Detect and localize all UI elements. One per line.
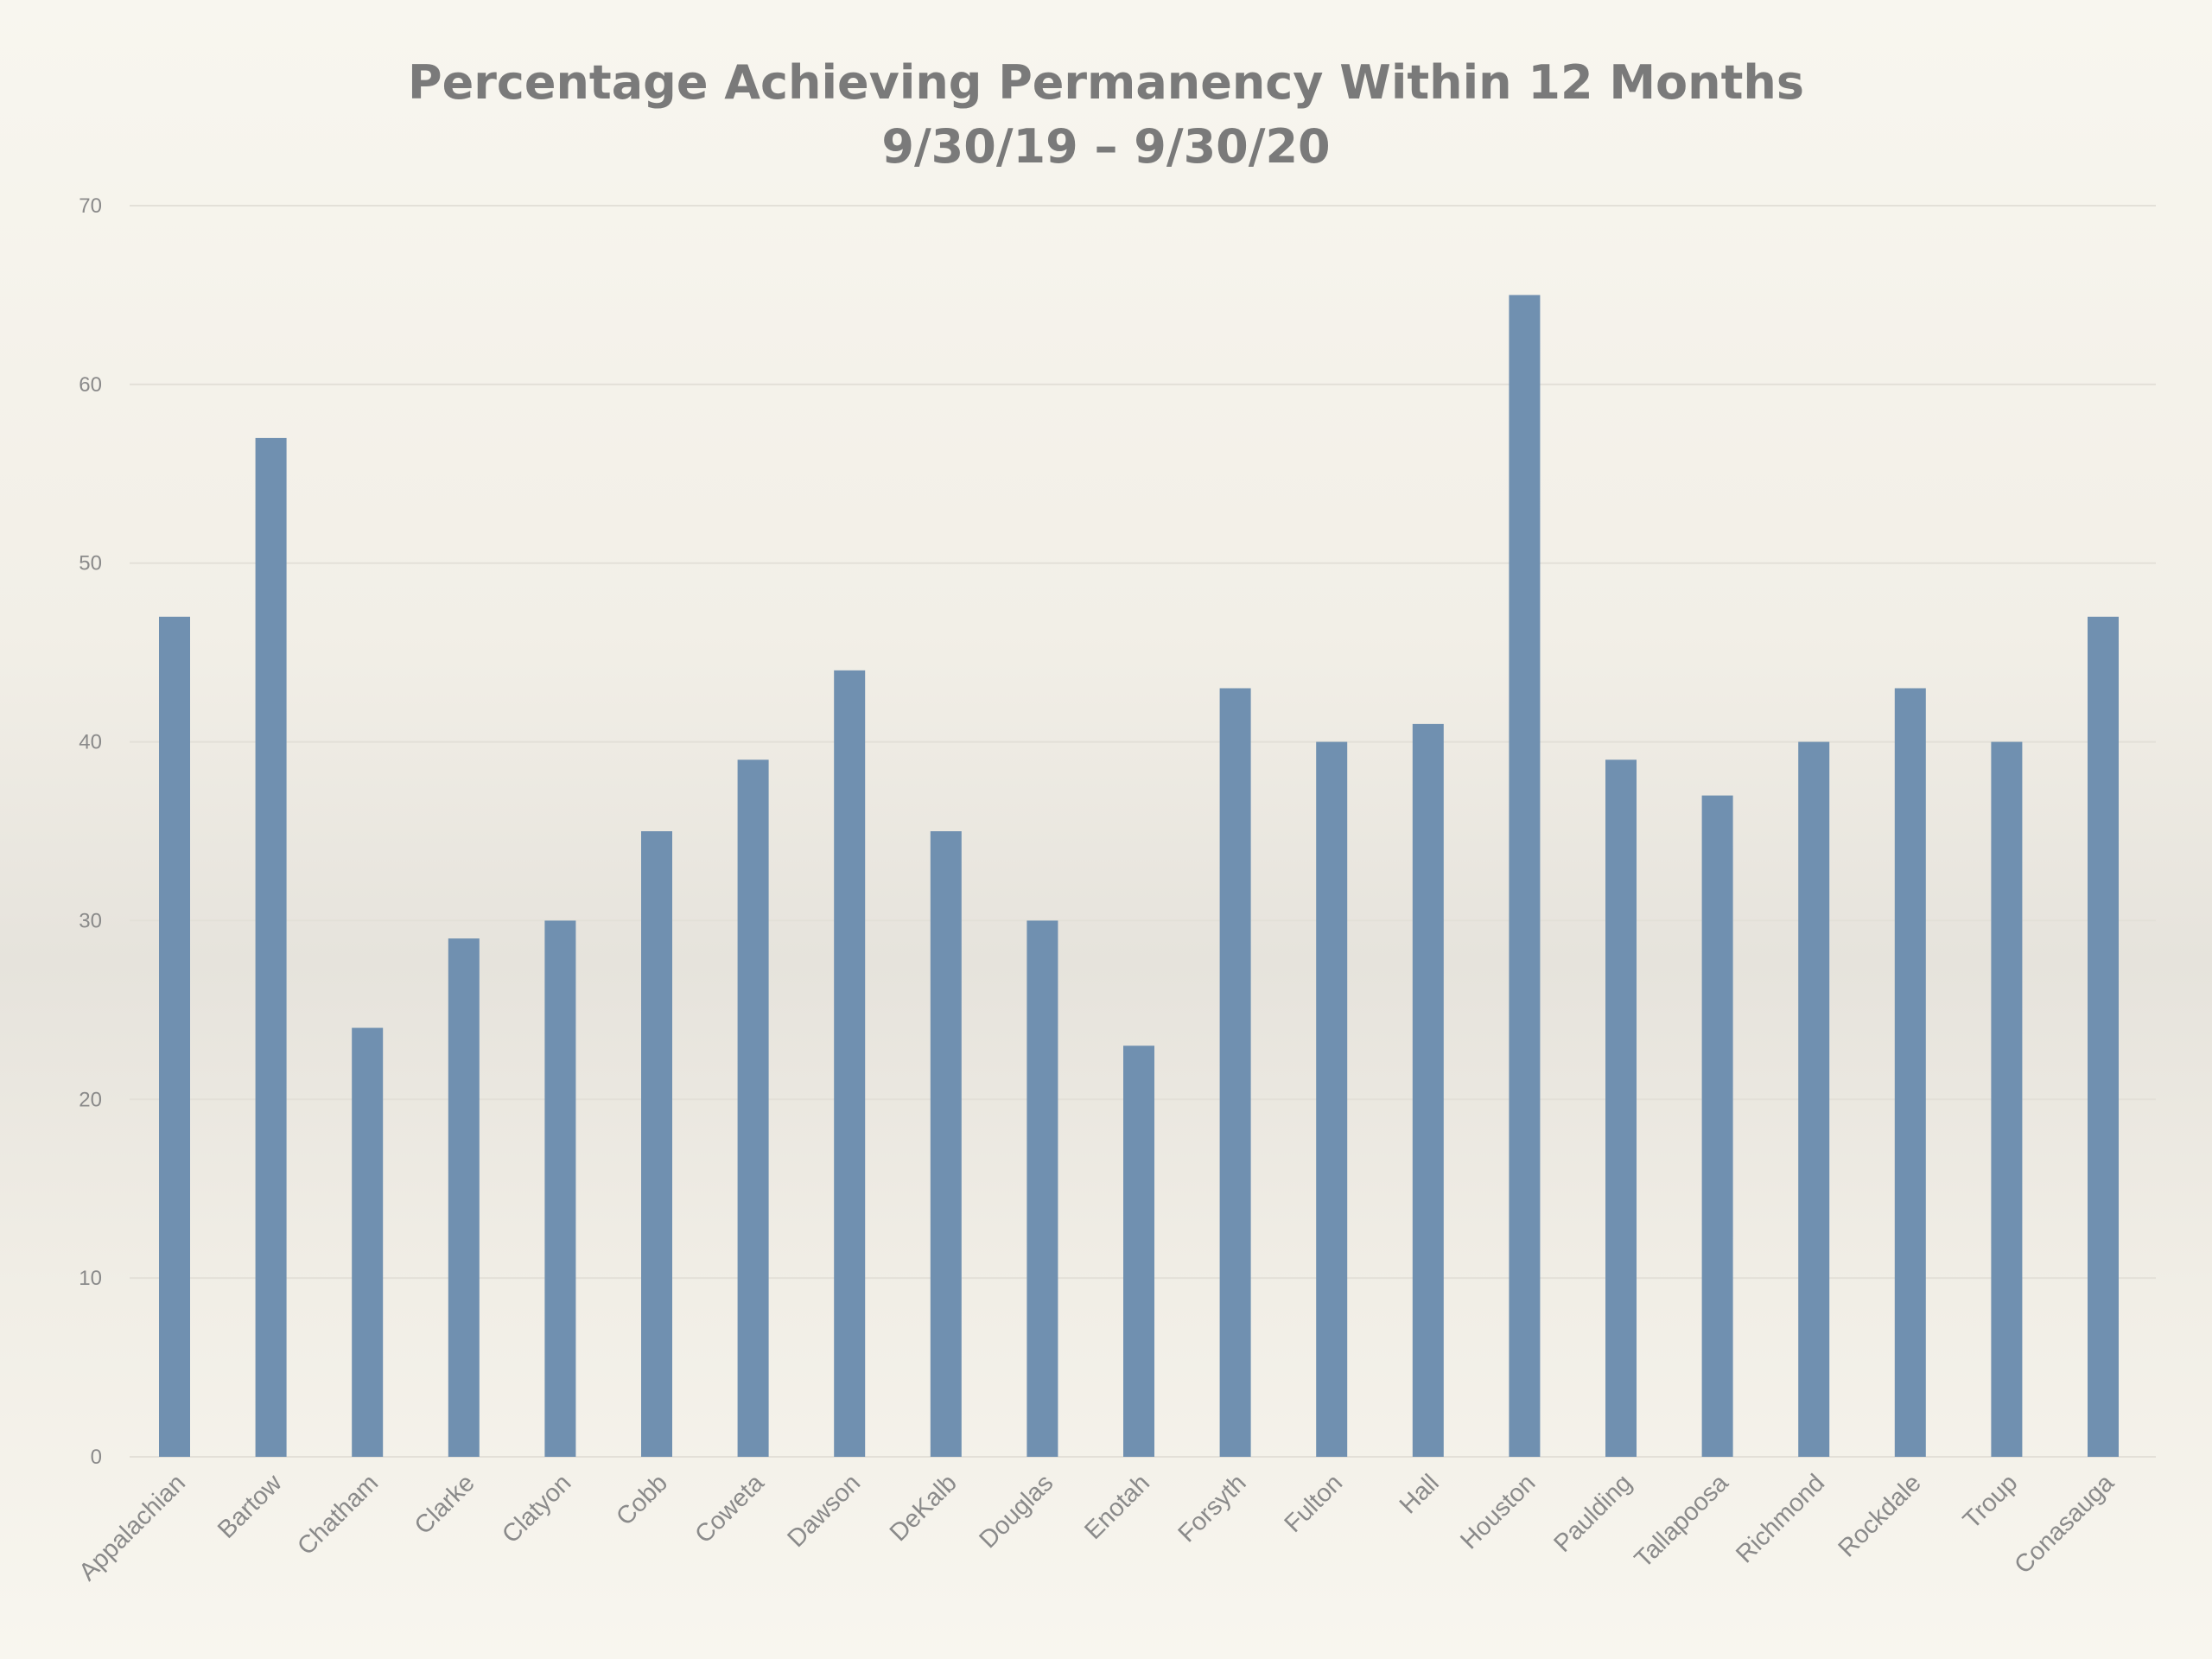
y-tick-label: 30: [79, 909, 102, 932]
category-label: Clatyon: [497, 1469, 576, 1548]
bar-cobb: [641, 831, 672, 1457]
bar-dawson: [834, 670, 866, 1457]
y-tick-label: 60: [79, 373, 102, 397]
bar-clatyon: [544, 920, 576, 1457]
bar-enotah: [1123, 1046, 1154, 1457]
category-label: Houston: [1455, 1469, 1541, 1554]
category-label: Troup: [1958, 1469, 2023, 1534]
y-axis-tick-labels: 0 10 20 30 40 50 60 70: [79, 194, 102, 1469]
bar-chatham: [352, 1027, 384, 1457]
category-label: Paulding: [1549, 1469, 1637, 1557]
x-axis-category-labels: Appalachian Bartow Chatham Clarke Clatyon Cob…: [73, 1469, 2120, 1586]
category-label: Cobb: [611, 1469, 673, 1531]
category-label: Conasauga: [2009, 1469, 2120, 1580]
y-tick-label: 0: [91, 1446, 102, 1469]
bar-bartow: [255, 437, 287, 1457]
category-label: Enotah: [1079, 1469, 1155, 1545]
category-label: Tallapoosa: [1630, 1469, 1734, 1573]
bar-tallapoosa: [1701, 795, 1733, 1457]
chart-subtitle: 9/30/19 – 9/30/20: [881, 119, 1331, 174]
y-tick-label: 70: [79, 194, 102, 218]
category-label: Clarke: [410, 1469, 480, 1540]
bar-conasauga: [2088, 616, 2119, 1457]
chart-title: Percentage Achieving Permanency Within 1…: [408, 55, 1804, 110]
category-label: Dawson: [782, 1469, 866, 1553]
bar-hall: [1412, 723, 1444, 1457]
bar-paulding: [1605, 760, 1637, 1457]
y-tick-label: 20: [79, 1088, 102, 1111]
bar-appalachian: [159, 616, 190, 1457]
y-tick-label: 50: [79, 552, 102, 575]
bar-troup: [1991, 741, 2023, 1457]
category-label: Bartow: [213, 1469, 288, 1544]
bar-rockdale: [1894, 688, 1926, 1457]
bar-richmond: [1798, 741, 1830, 1457]
category-label: DeKalb: [885, 1469, 963, 1547]
category-label: Richmond: [1731, 1469, 1830, 1568]
category-label: Appalachian: [73, 1469, 191, 1586]
category-label: Rockdale: [1834, 1469, 1927, 1562]
category-label: Coweta: [690, 1469, 770, 1549]
bar-douglas: [1027, 920, 1058, 1457]
bars: [159, 295, 2119, 1457]
bar-clarke: [448, 938, 480, 1457]
category-label: Fulton: [1280, 1469, 1349, 1538]
category-label: Hall: [1395, 1469, 1445, 1519]
y-tick-label: 40: [79, 731, 102, 754]
category-label: Chatham: [292, 1469, 384, 1560]
bar-forsyth: [1219, 688, 1251, 1457]
bar-houston: [1509, 295, 1541, 1457]
bar-dekalb: [930, 831, 962, 1457]
y-tick-label: 10: [79, 1267, 102, 1290]
bar-fulton: [1316, 741, 1348, 1457]
category-label: Forsyth: [1173, 1469, 1252, 1548]
category-label: Douglas: [974, 1469, 1058, 1554]
bar-coweta: [737, 760, 769, 1457]
